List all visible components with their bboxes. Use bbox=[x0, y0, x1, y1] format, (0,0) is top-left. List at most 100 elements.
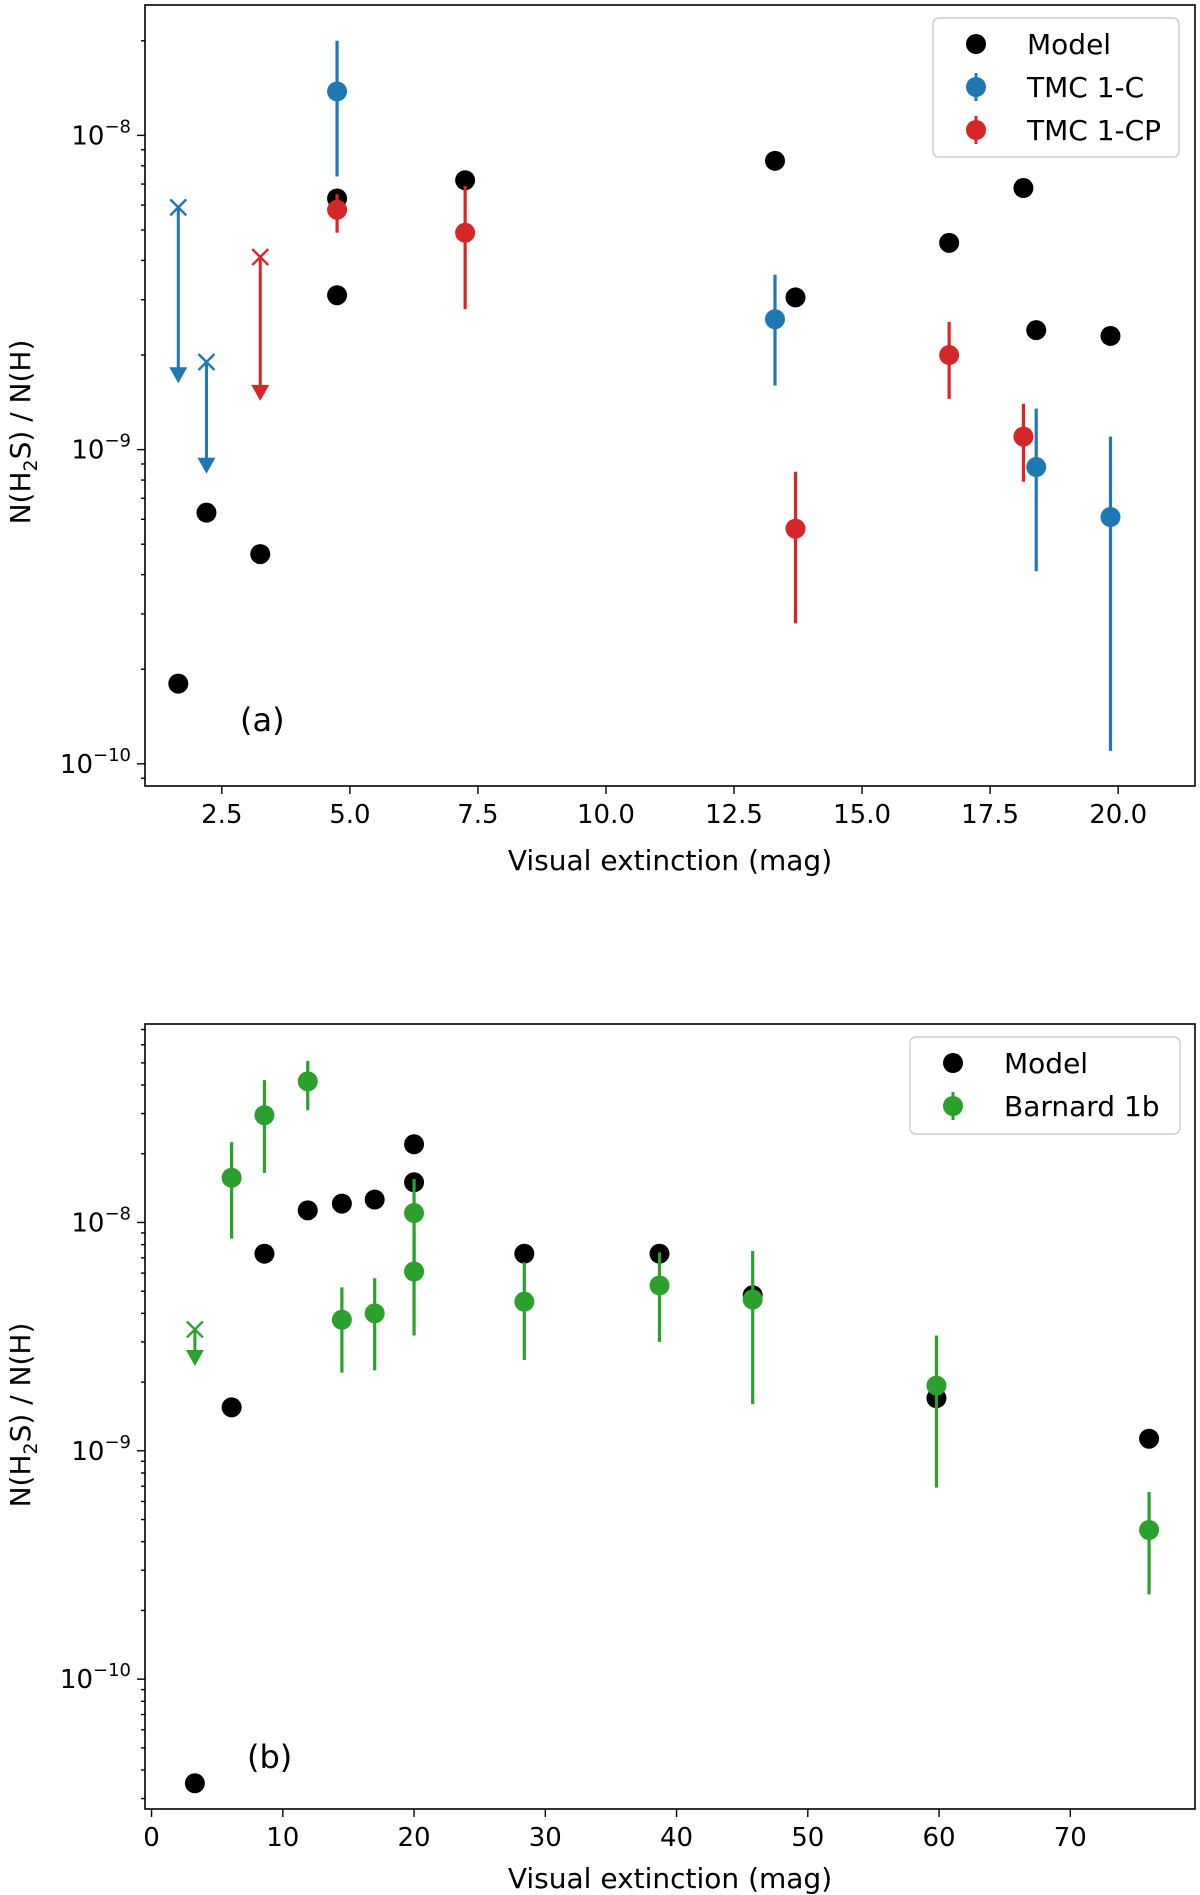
upper-limit-marker bbox=[169, 198, 188, 384]
data-point bbox=[364, 1303, 385, 1324]
legend: Model TMC 1-C TMC 1-CP bbox=[932, 17, 1180, 158]
data-point bbox=[455, 222, 476, 243]
upper-limit-marker bbox=[185, 1320, 204, 1367]
x-tick-label: 17.5 bbox=[961, 800, 1019, 830]
x-tick-label: 70 bbox=[1054, 1823, 1087, 1853]
data-point bbox=[364, 1189, 385, 1210]
data-point bbox=[785, 287, 806, 308]
data-point bbox=[254, 1243, 275, 1264]
legend-marker bbox=[943, 1053, 963, 1073]
legend-label: TMC 1-CP bbox=[1026, 114, 1161, 147]
data-point bbox=[254, 1105, 275, 1126]
data-point bbox=[939, 345, 960, 366]
series-tmc-1-c bbox=[169, 40, 1121, 751]
legend-label: Model bbox=[1027, 28, 1111, 61]
y-tick-label: 10−10 bbox=[60, 1660, 131, 1695]
x-tick-label: 50 bbox=[791, 1823, 824, 1853]
upper-limit-arrowhead bbox=[197, 457, 216, 474]
data-point bbox=[1013, 426, 1034, 447]
series-model bbox=[184, 1134, 1160, 1794]
data-point bbox=[404, 1134, 425, 1155]
plot-frame bbox=[144, 4, 1196, 787]
y-tick-label: 10−9 bbox=[71, 1432, 131, 1467]
data-point bbox=[196, 502, 217, 523]
data-point bbox=[331, 1193, 352, 1214]
data-point bbox=[1139, 1428, 1160, 1449]
data-point bbox=[785, 518, 806, 539]
data-point bbox=[221, 1397, 242, 1418]
data-point bbox=[404, 1203, 425, 1224]
x-tick-label: 20 bbox=[398, 1823, 431, 1853]
legend-label: Model bbox=[1004, 1047, 1088, 1080]
panel-label: (b) bbox=[247, 1738, 292, 1776]
upper-limit-arrowhead bbox=[185, 1350, 204, 1367]
upper-limit-marker bbox=[197, 353, 216, 474]
data-point bbox=[742, 1289, 763, 1310]
data-point bbox=[926, 1375, 947, 1396]
legend-entry: TMC 1-CP bbox=[966, 114, 1161, 147]
x-tick-label: 12.5 bbox=[705, 800, 763, 830]
data-point bbox=[765, 309, 785, 330]
data-point bbox=[1100, 507, 1121, 528]
x-tick-label: 10.0 bbox=[577, 800, 635, 830]
x-tick-label: 30 bbox=[529, 1823, 562, 1853]
data-point bbox=[514, 1243, 535, 1264]
legend-box bbox=[932, 17, 1180, 158]
data-point bbox=[765, 150, 785, 171]
x-tick-label: 0 bbox=[143, 1823, 160, 1853]
chart-panel-a: 10−10 10−9 10−8 2.5 5.0 7.5 10.0 12.5 15.0 17.5 20… bbox=[4, 4, 1196, 877]
y-axis-label: N(H2S) / N(H) bbox=[4, 1323, 42, 1508]
legend-box bbox=[909, 1036, 1181, 1135]
y-tick-label: 10−10 bbox=[60, 745, 131, 780]
data-point bbox=[514, 1291, 535, 1312]
legend-label: Barnard 1b bbox=[1004, 1090, 1160, 1123]
y-tick-label: 10−8 bbox=[71, 116, 131, 151]
legend-marker bbox=[943, 1096, 963, 1116]
data-point bbox=[250, 544, 271, 565]
upper-limit-arrowhead bbox=[251, 384, 270, 401]
x-tick-label: 40 bbox=[660, 1823, 693, 1853]
series-tmc-1-cp bbox=[251, 186, 1034, 624]
chart-panel-b: 10−10 10−9 10−8 0 10 20 30 40 50 60 70 Visual extin… bbox=[4, 1023, 1196, 1895]
upper-limit-marker bbox=[251, 248, 270, 401]
legend-entry: Model bbox=[966, 28, 1111, 61]
legend-entry: Barnard 1b bbox=[943, 1090, 1160, 1123]
y-axis-label: N(H2S) / N(H) bbox=[4, 340, 42, 525]
data-point bbox=[327, 199, 348, 220]
data-point bbox=[221, 1167, 242, 1188]
panel-label: (a) bbox=[240, 701, 285, 739]
upper-limit-arrowhead bbox=[169, 367, 188, 384]
data-point bbox=[1026, 320, 1047, 341]
data-point bbox=[404, 1261, 425, 1282]
data-point bbox=[939, 232, 960, 253]
data-point bbox=[649, 1275, 670, 1296]
legend-label: TMC 1-C bbox=[1026, 71, 1144, 104]
plot-frame bbox=[144, 1023, 1196, 1810]
data-point bbox=[327, 81, 348, 102]
y-tick-label: 10−8 bbox=[71, 1203, 131, 1238]
legend-entry: Model bbox=[943, 1047, 1088, 1080]
data-point bbox=[1013, 178, 1034, 199]
data-point bbox=[168, 673, 189, 694]
data-point bbox=[184, 1773, 205, 1794]
data-point bbox=[331, 1309, 352, 1330]
x-tick-label: 15.0 bbox=[833, 800, 891, 830]
legend-marker bbox=[966, 34, 986, 54]
legend-entry: TMC 1-C bbox=[966, 71, 1144, 104]
y-tick-label: 10−9 bbox=[71, 431, 131, 466]
x-tick-label: 20.0 bbox=[1089, 800, 1147, 830]
data-point bbox=[1139, 1520, 1160, 1541]
data-point bbox=[1026, 457, 1047, 478]
x-tick-label: 2.5 bbox=[201, 800, 242, 830]
series-model bbox=[168, 150, 1121, 694]
data-point bbox=[297, 1071, 318, 1092]
data-point bbox=[327, 285, 348, 306]
data-point bbox=[1100, 325, 1121, 346]
x-tick-label: 7.5 bbox=[457, 800, 498, 830]
series-barnard-1b bbox=[185, 1060, 1160, 1595]
x-tick-label: 60 bbox=[923, 1823, 956, 1853]
legend-marker bbox=[966, 120, 986, 140]
legend-marker bbox=[966, 77, 986, 97]
x-axis-label: Visual extinction (mag) bbox=[508, 1862, 832, 1895]
